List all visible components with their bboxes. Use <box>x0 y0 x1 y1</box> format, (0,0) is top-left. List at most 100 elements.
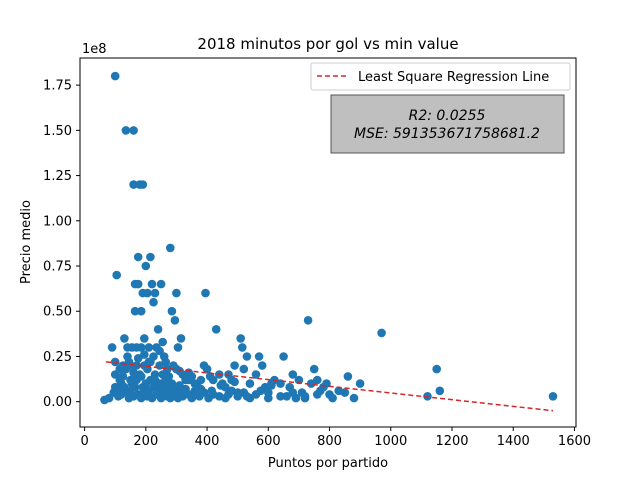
data-point <box>548 392 558 401</box>
data-point <box>153 325 163 334</box>
data-point <box>242 352 252 361</box>
data-point <box>256 386 265 396</box>
data-point <box>196 375 206 385</box>
data-point <box>129 126 138 135</box>
data-point <box>150 375 160 385</box>
data-point <box>136 372 146 381</box>
y-tick-label: 0.50 <box>43 305 72 320</box>
y-tick-label: 1.75 <box>43 79 72 94</box>
data-point <box>343 372 353 381</box>
y-axis-title: Precio medio <box>19 200 34 284</box>
data-point <box>136 343 146 352</box>
data-points <box>100 71 558 405</box>
data-point <box>236 334 245 343</box>
x-tick-label: 1400 <box>497 434 530 449</box>
data-point <box>170 316 180 325</box>
data-point <box>216 381 226 390</box>
y-tick-label: 0.00 <box>43 395 72 410</box>
data-point <box>202 364 212 374</box>
data-point <box>245 379 255 388</box>
data-point <box>313 375 322 385</box>
data-point <box>138 180 148 189</box>
data-point <box>167 306 177 316</box>
data-point <box>150 288 160 298</box>
data-point <box>328 393 337 403</box>
data-point <box>172 364 181 374</box>
y-offset-label: 1e8 <box>82 42 107 57</box>
data-point <box>112 270 121 280</box>
x-tick-label: 200 <box>133 434 158 449</box>
data-point <box>251 370 261 379</box>
data-point <box>224 390 233 399</box>
data-point <box>132 361 141 370</box>
data-point <box>130 306 140 316</box>
data-point <box>121 126 131 135</box>
legend: Least Square Regression Line <box>310 62 571 91</box>
data-point <box>377 328 386 338</box>
data-point <box>349 393 359 403</box>
y-tick-label: 1.50 <box>43 124 72 139</box>
stats-box-background <box>330 94 565 154</box>
r2-text: R2: 0.0255 <box>409 108 486 124</box>
data-point <box>230 377 239 387</box>
data-point <box>147 279 157 289</box>
x-axis-title: Puntos por partido <box>268 456 388 471</box>
data-point <box>156 279 166 289</box>
y-tick-label: 1.00 <box>43 214 72 229</box>
data-point <box>184 368 193 378</box>
y-tick-label: 0.25 <box>43 350 72 365</box>
data-point <box>238 343 247 352</box>
data-point <box>173 343 183 352</box>
data-point <box>264 393 273 403</box>
data-point <box>161 379 170 388</box>
data-point <box>300 392 310 401</box>
data-point <box>239 364 249 374</box>
data-point <box>129 180 138 189</box>
data-point <box>254 352 264 361</box>
data-point <box>175 381 184 390</box>
data-point <box>208 375 218 385</box>
data-point <box>143 288 152 298</box>
y-tick-label: 1.25 <box>43 169 72 184</box>
data-point <box>140 350 149 359</box>
x-tick-label: 800 <box>317 434 342 449</box>
data-point <box>279 352 288 361</box>
data-point <box>133 279 143 289</box>
data-point <box>104 393 114 403</box>
data-point <box>123 352 132 361</box>
data-point <box>309 364 319 374</box>
data-point <box>288 370 298 379</box>
data-point <box>133 252 143 262</box>
data-point <box>288 388 298 397</box>
y-tick-label: 0.75 <box>43 260 72 275</box>
data-point <box>118 372 128 381</box>
data-point <box>172 288 181 298</box>
data-point <box>129 368 138 378</box>
legend-label: Least Square Regression Line <box>358 70 549 85</box>
data-point <box>140 334 149 343</box>
axis-ticks: 0 200 400 600 800 1000 1200 1400 1600 0.00 0.25 0.5… <box>43 79 591 449</box>
data-point <box>207 386 216 396</box>
mse-text: MSE: 591353671758681.2 <box>354 126 540 142</box>
x-tick-label: 1200 <box>435 434 468 449</box>
plot-frame <box>79 57 577 428</box>
data-point <box>230 361 239 370</box>
x-tick-label: 1600 <box>558 434 591 449</box>
data-point <box>340 388 350 397</box>
data-point <box>303 316 313 325</box>
data-point <box>130 382 140 392</box>
stats-box: R2: 0.0255 MSE: 591353671758681.2 <box>330 94 565 154</box>
data-point <box>201 288 210 298</box>
x-tick-label: 600 <box>256 434 281 449</box>
data-point <box>211 325 221 334</box>
data-point <box>141 261 151 271</box>
data-point <box>166 243 175 253</box>
chart-title: 2018 minutos por gol vs min value <box>197 35 458 53</box>
data-point <box>294 375 304 385</box>
x-tick-label: 400 <box>195 434 220 449</box>
data-point <box>432 364 442 374</box>
data-point <box>144 343 154 352</box>
x-tick-label: 1000 <box>374 434 407 449</box>
data-point <box>313 390 322 399</box>
